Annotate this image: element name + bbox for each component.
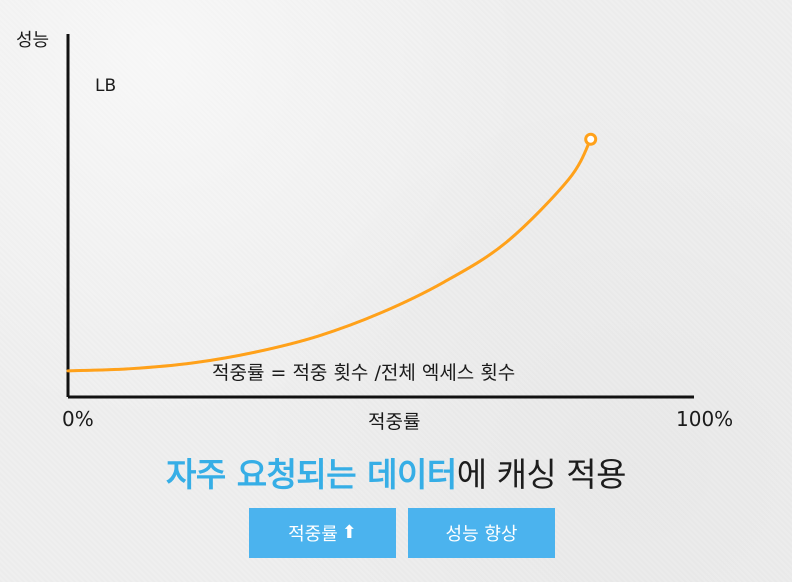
performance-curve xyxy=(66,137,593,373)
up-arrow-icon: ⬆ xyxy=(341,522,357,543)
hit-rate-up-badge: 적중률 ⬆ xyxy=(249,508,396,558)
series-label: LB xyxy=(95,76,117,96)
x-axis-label: 적중률 xyxy=(368,411,421,433)
x-tick-label-100: 100% xyxy=(676,407,734,431)
performance-up-badge: 성능 향상 xyxy=(408,508,555,558)
hit-rate-formula: 적중률 = 적중 횟수 /전체 엑세스 횟수 xyxy=(212,362,516,384)
performance-badge-label: 성능 향상 xyxy=(445,524,518,545)
headline-rest: 에 캐싱 적용 xyxy=(456,455,627,494)
headline: 자주 요청되는 데이터에 캐싱 적용 xyxy=(0,448,792,496)
headline-highlight: 자주 요청되는 데이터 xyxy=(166,455,457,494)
x-tick-label-0: 0% xyxy=(62,407,94,431)
hit-rate-badge-label: 적중률 xyxy=(288,524,338,545)
performance-endpoint xyxy=(584,132,598,146)
y-axis-label: 성능 xyxy=(16,30,50,51)
